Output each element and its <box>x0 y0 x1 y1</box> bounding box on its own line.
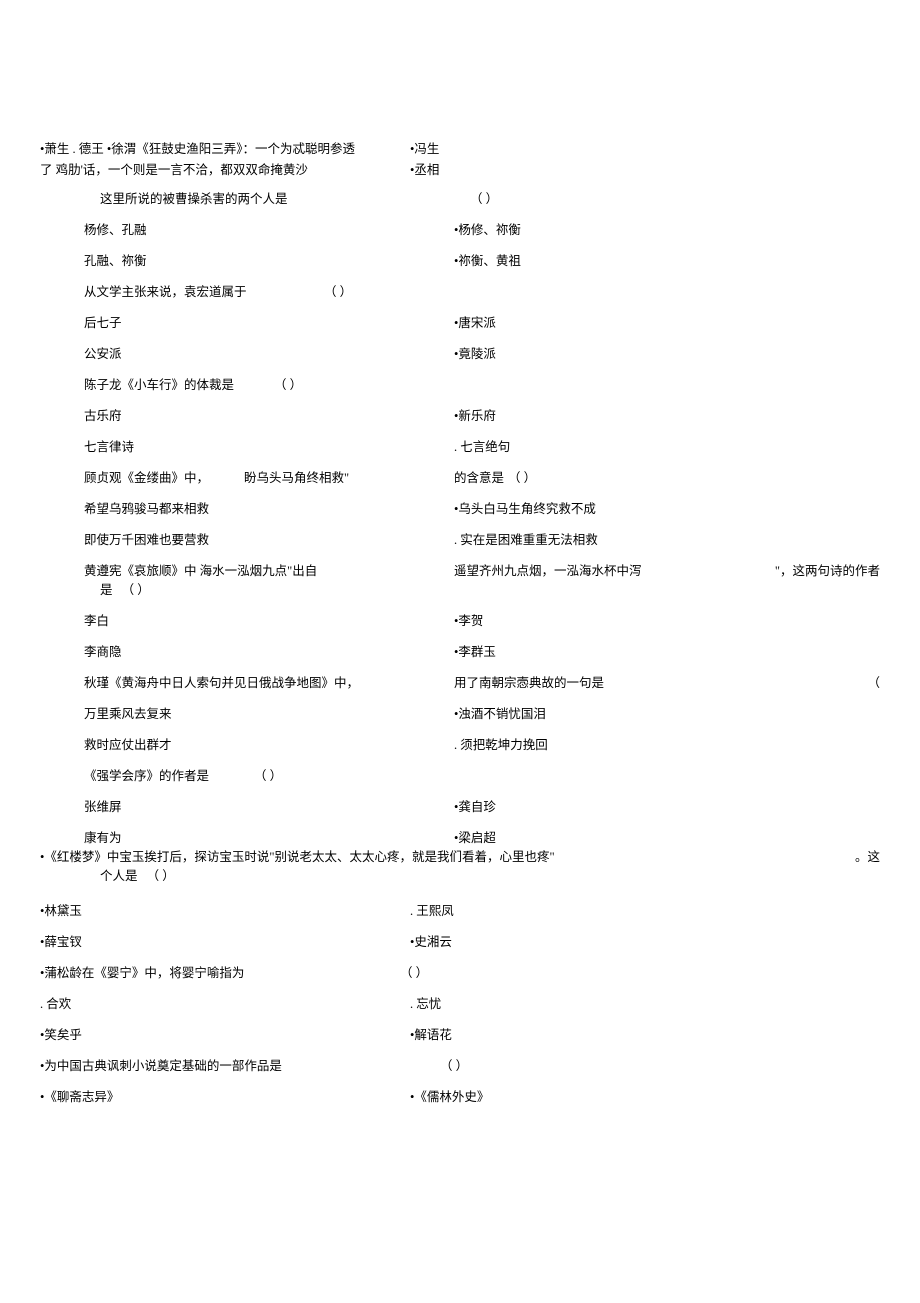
q1-paren: （ ） <box>470 192 498 207</box>
q8-b: . 王熙凤 <box>410 904 880 919</box>
q5-stem-l: 黄遵宪《哀旅顺》中 海水一泓烟九点"出自 <box>84 564 454 579</box>
q4-stem-a: 顾贞观《金缕曲》中， <box>84 471 244 486</box>
q4-b: •乌头白马生角终究救不成 <box>454 502 880 517</box>
q8-cont: 个人是 <box>100 869 138 883</box>
q6-b: •浊酒不销忧国泪 <box>454 707 880 722</box>
q8-tail: 。这 <box>835 850 880 865</box>
q10-paren: （ ） <box>440 1059 468 1074</box>
q1-b: •杨修、祢衡 <box>454 223 880 238</box>
q8-stem: •《红楼梦》中宝玉挨打后，探访宝玉时说"别说老太太、太太心疼，就是我们看着，心里… <box>40 850 555 865</box>
q5-c: 李商隐 <box>84 645 454 660</box>
q2-paren: （ ） <box>324 285 352 300</box>
q4-stem-b: 盼乌头马角终相救" <box>244 471 454 486</box>
q3-b: •新乐府 <box>454 409 880 424</box>
q7-b: •龚自珍 <box>454 800 880 815</box>
q2-a: 后七子 <box>84 316 454 331</box>
q5-cont: 是 <box>100 583 113 597</box>
q6-c: 救时应仗出群才 <box>84 738 454 753</box>
q8-d: •史湘云 <box>410 935 880 950</box>
q8-paren: （ ） <box>147 869 175 883</box>
q6-paren: （ <box>847 676 880 691</box>
q10-a: •《聊斋志异》 <box>40 1090 410 1105</box>
q3-paren: （ ） <box>274 378 302 393</box>
q7-c: 康有为 <box>84 831 454 846</box>
q2-stem: 从文学主张来说，袁宏道属于 <box>84 285 324 300</box>
q2-d: •竟陵派 <box>454 347 880 362</box>
q9-b: . 忘忧 <box>410 997 880 1012</box>
q8-a: •林黛玉 <box>40 904 410 919</box>
q9-a: . 合欢 <box>40 997 410 1012</box>
q9-paren: （ ） <box>400 966 428 981</box>
q8-c: •薛宝钗 <box>40 935 410 950</box>
q4-a: 希望乌鸦骏马都来相救 <box>84 502 454 517</box>
q6-d: . 须把乾坤力挽回 <box>454 738 880 753</box>
q5-d: •李群玉 <box>454 645 880 660</box>
q3-c: 七言律诗 <box>84 440 454 455</box>
top-right-2: •丞相 <box>410 161 880 180</box>
q9-d: •解语花 <box>410 1028 880 1043</box>
top-left-1: •萧生 . 德王 •徐渭《狂鼓史渔阳三弄》：一个为忒聪明参透 <box>40 140 410 159</box>
q5-stem-tail: "，这两句诗的作者 <box>755 564 880 579</box>
top-left-2: 了 鸡肋'话，一个则是一言不洽，都双双命掩黄沙 <box>40 161 410 180</box>
q10-stem: •为中国古典讽刺小说奠定基础的一部作品是 <box>40 1059 410 1074</box>
q6-stem-r: 用了南朝宗悫典故的一句是 <box>454 676 847 691</box>
q4-d: . 实在是困难重重无法相救 <box>454 533 880 548</box>
q7-a: 张维屏 <box>84 800 454 815</box>
q3-a: 古乐府 <box>84 409 454 424</box>
q9-c: •笑矣乎 <box>40 1028 410 1043</box>
q7-d: •梁启超 <box>454 831 880 846</box>
q1-stem: 这里所说的被曹操杀害的两个人是 <box>100 192 470 207</box>
q4-c: 即使万千困难也要营救 <box>84 533 454 548</box>
q1-a: 杨修、孔融 <box>84 223 454 238</box>
q6-stem-l: 秋瑾《黄海舟中日人索句并见日俄战争地图》中， <box>84 676 454 691</box>
q1-d: •祢衡、黄祖 <box>454 254 880 269</box>
q5-stem-r: 遥望齐州九点烟，一泓海水杯中泻 <box>454 564 755 579</box>
q9-stem: •蒲松龄在《婴宁》中，将婴宁喻指为 <box>40 966 300 981</box>
q5-a: 李白 <box>84 614 454 629</box>
q3-d: . 七言绝句 <box>454 440 880 455</box>
q5-paren: （ ） <box>122 583 150 597</box>
q3-stem: 陈子龙《小车行》的体裁是 <box>84 378 274 393</box>
q10-b: •《儒林外史》 <box>410 1090 880 1105</box>
q4-stem-tail: 的含意是 <box>454 471 504 486</box>
top-right-1: •冯生 <box>410 140 880 159</box>
q6-a: 万里乘风去复来 <box>84 707 454 722</box>
q7-stem: 《强学会序》的作者是 <box>84 769 254 784</box>
q7-paren: （ ） <box>254 769 282 784</box>
q2-b: •唐宋派 <box>454 316 880 331</box>
q5-b: •李贺 <box>454 614 880 629</box>
q1-c: 孔融、祢衡 <box>84 254 454 269</box>
q2-c: 公安派 <box>84 347 454 362</box>
q4-paren: （ ） <box>508 471 536 486</box>
